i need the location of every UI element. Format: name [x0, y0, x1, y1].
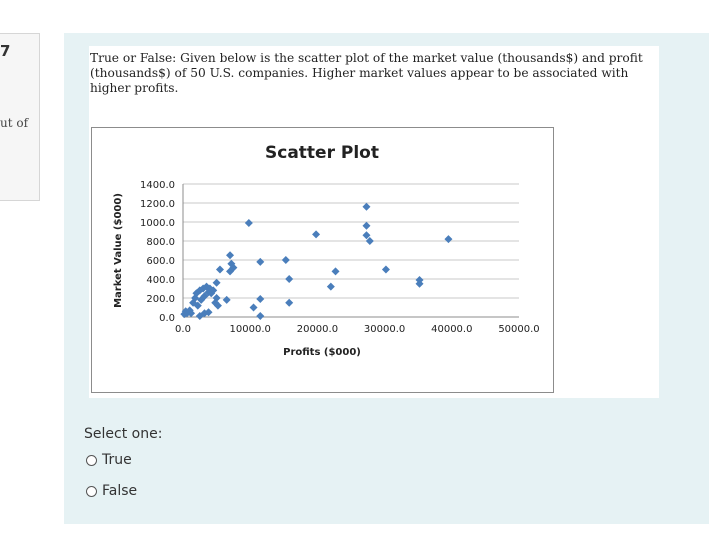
question-marks: ut of [0, 116, 29, 130]
data-point [226, 251, 235, 260]
data-point [209, 286, 218, 295]
data-point [331, 267, 340, 276]
x-tick-label: 20000.0 [297, 324, 338, 335]
y-tick-label: 200.0 [146, 294, 175, 305]
select-one-label: Select one: [84, 426, 163, 442]
y-tick-label: 0.0 [159, 313, 175, 324]
scatter-chart-svg: Scatter Plot 0.0 200.0 400.0 600.0 800.0 1000.… [91, 127, 554, 393]
option-true[interactable]: True [86, 452, 132, 468]
scatter-chart: Scatter Plot 0.0 200.0 400.0 600.0 800.0 1000.… [89, 126, 659, 398]
x-axis-label: Profits ($000) [283, 347, 361, 358]
x-tick-label: 40000.0 [431, 324, 472, 335]
question-text: True or False: Given below is the scatte… [89, 46, 659, 126]
question-number: 7 [0, 42, 11, 60]
data-point [415, 279, 424, 288]
radio-false[interactable] [86, 485, 97, 497]
x-tick-label: 10000.0 [230, 324, 271, 335]
y-tick-label: 1400.0 [140, 180, 175, 191]
y-tick-label: 800.0 [146, 237, 175, 248]
question-panel: True or False: Given below is the scatte… [64, 33, 709, 524]
data-point [285, 275, 294, 283]
y-tick-label: 1000.0 [140, 218, 175, 229]
option-false[interactable]: False [86, 483, 137, 499]
data-point [365, 237, 374, 245]
data-point [312, 230, 321, 239]
data-point [249, 303, 258, 312]
y-axis-label: Market Value ($000) [113, 193, 124, 308]
chart-title: Scatter Plot [265, 143, 379, 163]
x-tick-label: 30000.0 [364, 324, 405, 335]
data-point [187, 309, 196, 318]
data-point [212, 278, 221, 287]
radio-true[interactable] [86, 454, 97, 466]
data-point [256, 294, 265, 303]
y-tick-label: 600.0 [146, 256, 175, 267]
data-point [381, 265, 390, 274]
x-tick-label: 0.0 [175, 324, 191, 335]
data-point [195, 312, 204, 321]
data-point [205, 284, 214, 293]
option-false-label: False [102, 483, 138, 499]
data-point [211, 298, 220, 307]
data-point [215, 265, 224, 274]
y-tick-label: 1200.0 [140, 199, 175, 210]
data-point [244, 218, 253, 227]
data-point [222, 295, 231, 304]
data-point [256, 257, 265, 266]
data-point [362, 231, 371, 240]
question-info-panel: 7 ut of [0, 33, 40, 201]
data-point [362, 202, 371, 211]
data-point [326, 282, 335, 291]
data-point [362, 221, 371, 230]
option-true-label: True [102, 452, 132, 468]
data-point [193, 301, 202, 310]
data-point [285, 298, 294, 307]
x-tick-label: 50000.0 [498, 324, 539, 335]
data-point [191, 294, 200, 302]
data-point [444, 235, 453, 244]
data-point [281, 256, 290, 264]
data-point [256, 312, 265, 321]
y-tick-label: 400.0 [146, 275, 175, 286]
data-point [229, 263, 238, 272]
data-point [204, 308, 213, 317]
